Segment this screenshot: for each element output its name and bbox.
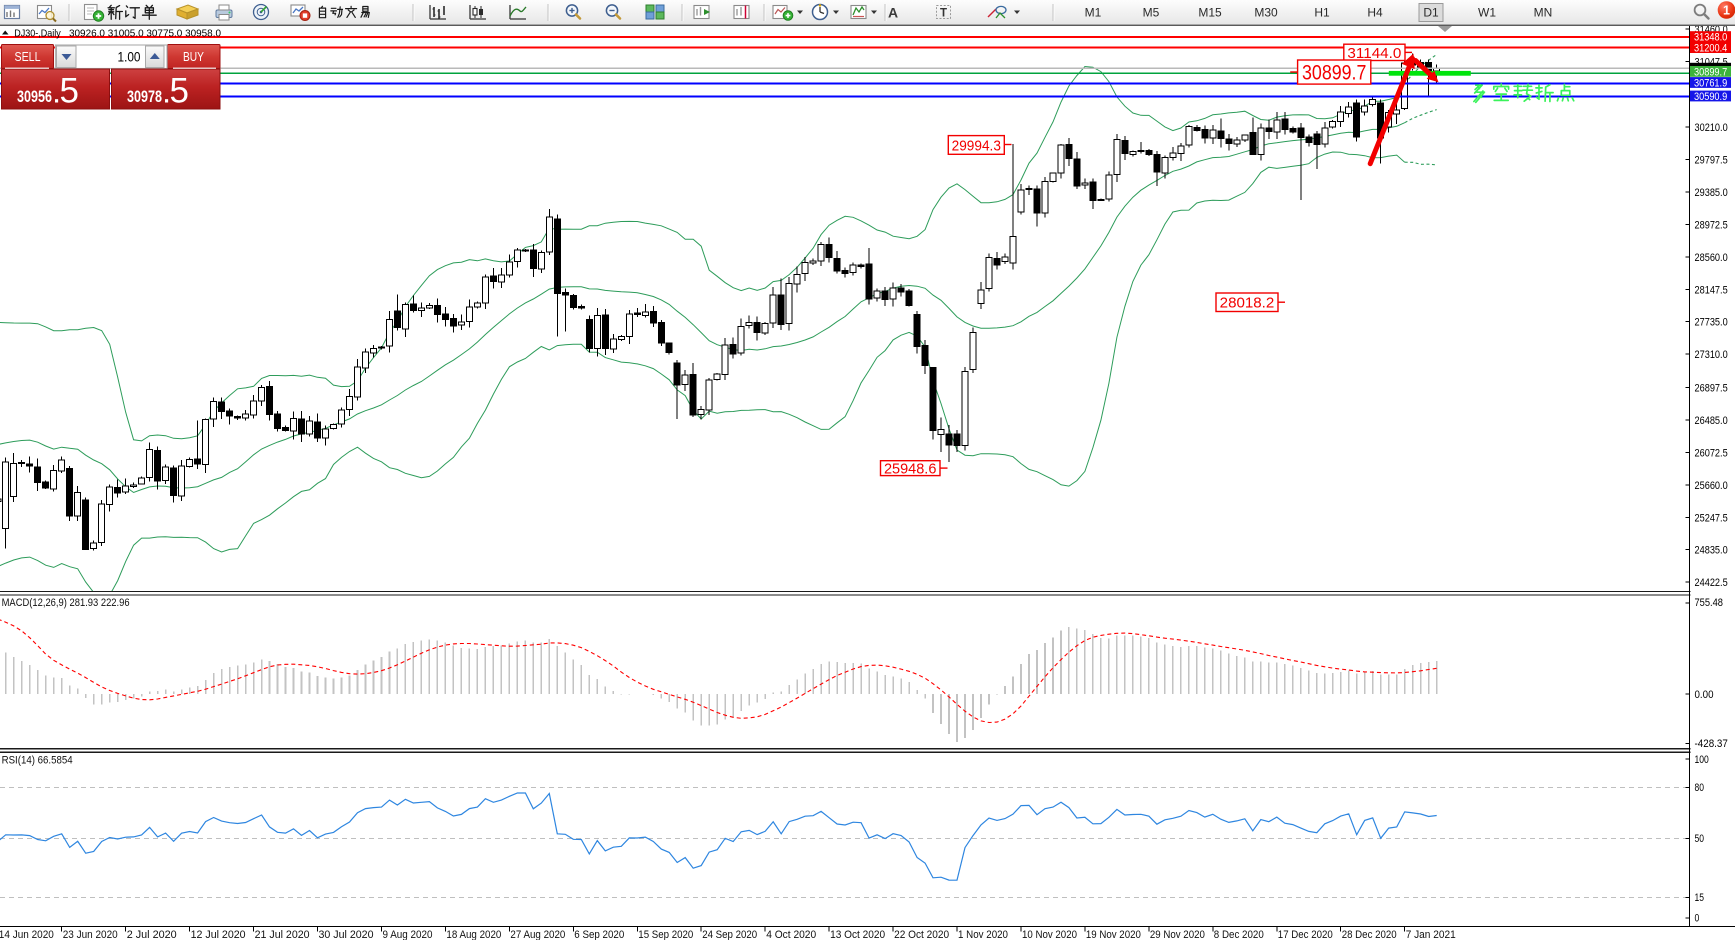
svg-text:14 Jun 2020: 14 Jun 2020 [0,929,54,940]
svg-text:30978: 30978 [127,87,162,106]
svg-text:-428.37: -428.37 [1695,738,1728,750]
svg-text:15: 15 [1695,892,1705,904]
svg-text:28 Dec 2020: 28 Dec 2020 [1342,929,1397,940]
svg-text:28018.2: 28018.2 [1220,295,1275,312]
svg-text:28560.0: 28560.0 [1695,252,1728,264]
svg-text:24422.5: 24422.5 [1695,577,1728,589]
svg-text:5: 5 [60,71,79,110]
svg-text:80: 80 [1695,782,1705,794]
svg-text:D1: D1 [1423,6,1439,20]
svg-text:M5: M5 [1143,6,1160,20]
svg-text:M30: M30 [1254,6,1278,20]
svg-text:4 Oct 2020: 4 Oct 2020 [766,929,816,940]
svg-text:8 Dec 2020: 8 Dec 2020 [1214,929,1264,940]
svg-text:25247.5: 25247.5 [1695,512,1728,524]
svg-text:26485.0: 26485.0 [1695,415,1728,427]
svg-text:29797.5: 29797.5 [1695,155,1728,167]
svg-text:10 Nov 2020: 10 Nov 2020 [1022,929,1077,940]
svg-text:MACD(12,26,9) 281.93 222.96: MACD(12,26,9) 281.93 222.96 [2,597,130,609]
svg-text:A: A [888,5,898,21]
svg-text:1 Nov 2020: 1 Nov 2020 [958,929,1008,940]
svg-text:1: 1 [1723,3,1730,17]
svg-text:2 Jul 2020: 2 Jul 2020 [127,929,177,940]
svg-text:H1: H1 [1314,6,1330,20]
svg-text:W1: W1 [1478,6,1496,20]
svg-text:9 Aug 2020: 9 Aug 2020 [383,929,433,940]
svg-text:19 Nov 2020: 19 Nov 2020 [1086,929,1141,940]
svg-text:17 Dec 2020: 17 Dec 2020 [1278,929,1333,940]
svg-text:RSI(14) 66.5854: RSI(14) 66.5854 [2,754,73,766]
svg-text:27735.0: 27735.0 [1695,317,1728,329]
svg-text:755.48: 755.48 [1695,597,1724,609]
svg-text:M15: M15 [1198,6,1222,20]
svg-text:31144.0: 31144.0 [1347,45,1401,62]
svg-text:.: . [164,82,170,107]
svg-text:29 Nov 2020: 29 Nov 2020 [1150,929,1205,940]
svg-text:24 Sep 2020: 24 Sep 2020 [702,929,757,940]
svg-text:31200.4: 31200.4 [1694,42,1727,54]
svg-text:15 Sep 2020: 15 Sep 2020 [638,929,693,940]
svg-text:30590.9: 30590.9 [1694,91,1727,103]
svg-text:BUY: BUY [183,49,204,64]
svg-text:6 Sep 2020: 6 Sep 2020 [574,929,624,940]
svg-text:31348.0: 31348.0 [1694,32,1727,44]
svg-text:26897.5: 26897.5 [1695,383,1728,395]
svg-text:30956: 30956 [17,87,52,106]
svg-text:25660.0: 25660.0 [1695,480,1728,492]
svg-text:30761.9: 30761.9 [1694,78,1727,90]
svg-text:13 Oct 2020: 13 Oct 2020 [830,929,885,940]
svg-text:.: . [54,82,60,107]
svg-text:21 Jul 2020: 21 Jul 2020 [255,929,310,940]
svg-text:22 Oct 2020: 22 Oct 2020 [894,929,949,940]
svg-text:28972.5: 28972.5 [1695,220,1728,232]
svg-text:30899.7: 30899.7 [1302,62,1366,85]
svg-text:SELL: SELL [15,49,41,64]
svg-text:30899.7: 30899.7 [1694,66,1727,78]
svg-text:MN: MN [1534,6,1553,20]
svg-text:27310.0: 27310.0 [1695,349,1728,361]
svg-text:0: 0 [1695,913,1700,925]
svg-text:24835.0: 24835.0 [1695,545,1728,557]
svg-text:T: T [940,8,947,20]
svg-text:23 Jun 2020: 23 Jun 2020 [63,929,118,940]
svg-text:30210.0: 30210.0 [1695,122,1728,134]
svg-text:25948.6: 25948.6 [884,461,936,478]
svg-text:H4: H4 [1367,6,1383,20]
svg-text:12 Jul 2020: 12 Jul 2020 [191,929,246,940]
svg-text:26072.5: 26072.5 [1695,447,1728,459]
svg-text:1.00: 1.00 [118,49,141,64]
svg-text:29994.3: 29994.3 [952,137,1001,154]
svg-text:30926.0 31005.0 30775.0 30958.: 30926.0 31005.0 30775.0 30958.0 [69,27,221,39]
svg-text:30 Jul 2020: 30 Jul 2020 [319,929,374,940]
svg-text:0.00: 0.00 [1695,689,1714,701]
svg-text:50: 50 [1695,833,1705,845]
svg-text:DJ30-,Daily: DJ30-,Daily [14,27,61,39]
svg-text:27 Aug 2020: 27 Aug 2020 [510,929,565,940]
svg-text:5: 5 [170,71,189,110]
svg-text:7 Jan 2021: 7 Jan 2021 [1406,929,1456,940]
svg-text:100: 100 [1695,754,1709,766]
svg-text:18 Aug 2020: 18 Aug 2020 [446,929,501,940]
svg-text:28147.5: 28147.5 [1695,284,1728,296]
svg-text:29385.0: 29385.0 [1695,187,1728,199]
svg-text:M1: M1 [1085,6,1102,20]
